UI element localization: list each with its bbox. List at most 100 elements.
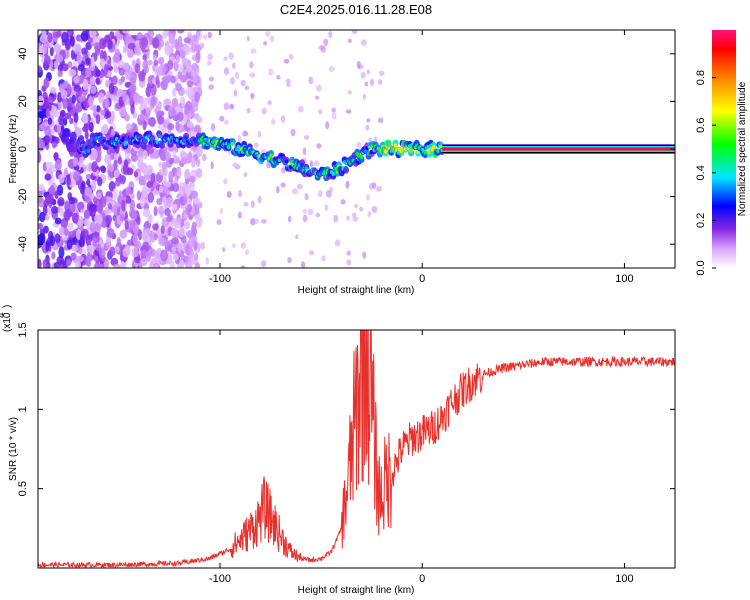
- heat-noise-blob: [183, 37, 192, 44]
- heat-noise-blob: [170, 228, 178, 238]
- heat-noise-blob: [54, 159, 62, 171]
- snr-series-line: [38, 330, 675, 568]
- heat-noise-blob: [250, 200, 255, 208]
- heat-noise-blob: [359, 206, 363, 212]
- heat-noise-blob: [232, 243, 236, 248]
- heat-noise-blob: [133, 93, 141, 103]
- heat-noise-blob: [286, 82, 291, 88]
- heat-noise-blob: [70, 36, 75, 47]
- colorbar-ticks: 0.0 0.2 0.4 0.6 0.8: [695, 70, 716, 276]
- heat-noise-blob: [38, 232, 45, 245]
- heat-noise-blob: [95, 77, 100, 85]
- heat-noise-blob: [249, 61, 254, 69]
- snr-chart: -100 0 100 0.5 1 1.5 Height of straight line…: [0, 305, 676, 596]
- heat-noise-blob: [141, 185, 148, 198]
- heat-noise-blob: [163, 119, 168, 129]
- heat-noise-blob: [63, 117, 68, 126]
- heat-noise-blob: [75, 255, 84, 263]
- heat-noise-blob: [142, 150, 148, 160]
- heat-noise-blob: [57, 196, 65, 207]
- heat-noise-blob: [200, 241, 206, 250]
- heat-noise-blob: [250, 93, 255, 101]
- heat-noise-blob: [172, 203, 178, 211]
- heat-noise-blob: [97, 213, 103, 225]
- heat-noise-blob: [175, 54, 181, 64]
- heat-noise-blob: [232, 162, 238, 168]
- heat-noise-blob: [67, 30, 73, 36]
- heat-noise-blob: [377, 117, 384, 124]
- heat-noise-blob: [184, 185, 192, 197]
- heat-noise-blob: [130, 85, 135, 98]
- heat-noise-blob: [194, 91, 201, 103]
- heat-noise-blob: [73, 244, 78, 252]
- heat-noise-blob: [114, 48, 121, 58]
- heat-ridge-core: [226, 145, 231, 150]
- heat-noise-blob: [303, 135, 310, 140]
- heat-noise-blob: [133, 171, 139, 178]
- heat-noise-blob: [129, 193, 135, 200]
- heat-noise-blob: [131, 246, 139, 259]
- heat-noise-blob: [208, 76, 215, 82]
- heat-noise-blob: [207, 53, 213, 61]
- heat-noise-blob: [191, 157, 196, 168]
- heat-noise-blob: [166, 74, 172, 82]
- colorbar-tick-label: 0.2: [695, 213, 707, 228]
- heat-noise-blob: [269, 35, 275, 43]
- heat-noise-blob: [163, 98, 171, 106]
- heat-noise-blob: [195, 30, 201, 39]
- heat-noise-blob: [96, 204, 103, 214]
- heat-noise-blob: [188, 248, 195, 259]
- heat-noise-blob: [224, 119, 229, 125]
- heat-noise-blob: [346, 259, 352, 266]
- heat-noise-blob: [169, 184, 175, 192]
- x-tick-label: -100: [209, 273, 231, 285]
- figure-title: C2E4.2025.016.11.28.E08: [280, 2, 432, 17]
- snr-scale-exponent: 4: [0, 312, 7, 318]
- heat-noise-blob: [176, 168, 182, 177]
- heat-noise-blob: [103, 63, 109, 76]
- heat-noise-blob: [223, 56, 228, 61]
- snr-y-ticks: 0.5 1 1.5: [17, 322, 675, 496]
- heat-noise-blob: [180, 152, 189, 159]
- snr-scale-note: (x10 4 ): [0, 305, 13, 332]
- heat-noise-blob: [376, 186, 382, 192]
- heat-noise-blob: [347, 38, 352, 43]
- heat-noise-blob: [38, 151, 41, 163]
- heat-noise-blob: [280, 115, 286, 123]
- heat-noise-blob: [186, 261, 193, 268]
- heat-noise-blob: [285, 78, 291, 84]
- heat-noise-blob: [51, 251, 56, 260]
- heat-noise-blob: [124, 220, 129, 230]
- heat-noise-blob: [193, 240, 198, 251]
- heat-noise-blob: [148, 116, 156, 127]
- heat-noise-blob: [47, 32, 53, 43]
- heat-noise-blob: [81, 47, 88, 56]
- heat-noise-blob: [73, 170, 81, 182]
- heat-noise-blob: [117, 156, 122, 165]
- heat-noise-blob: [360, 71, 366, 79]
- heat-noise-blob: [54, 136, 60, 144]
- heat-noise-blob: [132, 233, 138, 246]
- heat-noise-blob: [171, 107, 176, 115]
- heat-noise-blob: [70, 140, 78, 153]
- heat-noise-blob: [325, 121, 330, 130]
- heat-ridge-core: [157, 134, 161, 139]
- heat-noise-blob: [223, 178, 228, 185]
- heat-noise-blob: [64, 112, 72, 120]
- heat-noise-blob: [126, 123, 132, 131]
- heat-noise-blob: [180, 157, 188, 165]
- heat-noise-blob: [191, 62, 199, 71]
- colorbar-tick-label: 0.4: [695, 165, 707, 180]
- heat-noise-blob: [109, 152, 115, 161]
- heat-noise-blob: [58, 173, 65, 184]
- heat-noise-blob: [143, 65, 149, 74]
- heat-noise-blob: [80, 180, 86, 190]
- heat-noise-blob: [106, 228, 115, 239]
- heat-noise-blob: [140, 196, 145, 209]
- heat-noise-blob: [73, 76, 80, 84]
- heat-noise-blob: [45, 240, 50, 252]
- heat-noise-blob: [98, 247, 106, 259]
- heat-noise-blob: [137, 156, 144, 167]
- heat-noise-blob: [93, 263, 99, 268]
- heat-noise-blob: [159, 56, 165, 66]
